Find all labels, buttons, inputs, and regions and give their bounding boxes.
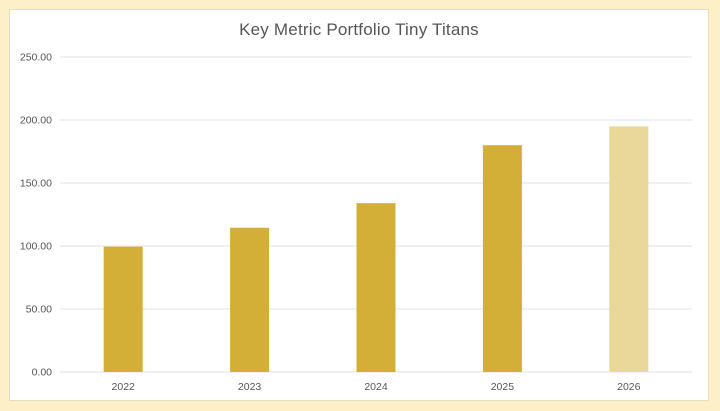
chart-title: Key Metric Portfolio Tiny Titans <box>239 20 479 39</box>
bar-2023 <box>230 227 270 372</box>
x-tick-label: 2023 <box>238 381 262 393</box>
bars <box>103 126 649 372</box>
x-tick-label: 2024 <box>364 381 388 393</box>
bar-2022 <box>103 246 143 372</box>
x-tick-label: 2025 <box>491 381 515 393</box>
bar-2025 <box>482 145 522 372</box>
x-axis-ticks: 2022 2023 2024 2025 2026 <box>112 381 641 393</box>
y-tick-label: 250.00 <box>20 52 52 64</box>
y-tick-label: 100.00 <box>20 241 52 253</box>
chart-frame: Key Metric Portfolio Tiny Titans 0.00 50.… <box>9 9 709 401</box>
bar-2026 <box>609 126 649 372</box>
x-tick-label: 2026 <box>617 381 641 393</box>
y-tick-label: 0.00 <box>32 367 53 379</box>
y-tick-label: 200.00 <box>20 115 52 127</box>
y-tick-label: 50.00 <box>26 304 52 316</box>
y-axis-ticks: 0.00 50.00 100.00 150.00 200.00 250.00 <box>20 52 52 379</box>
bar-2024 <box>356 203 396 372</box>
x-tick-label: 2022 <box>112 381 136 393</box>
y-tick-label: 150.00 <box>20 178 52 190</box>
